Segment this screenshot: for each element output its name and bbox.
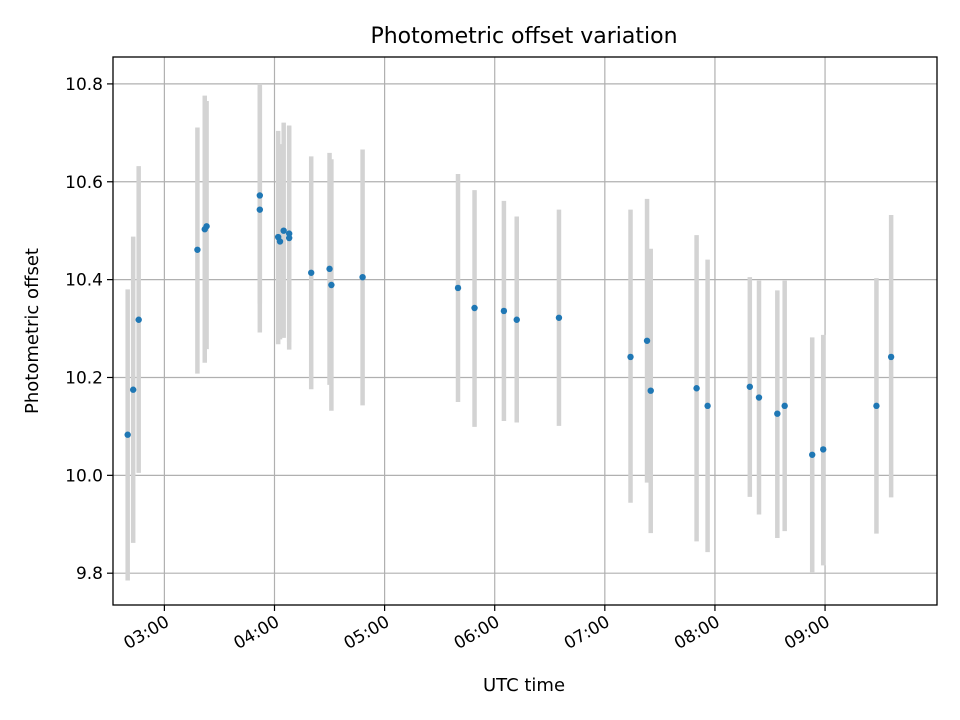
y-tick-label: 10.4: [65, 271, 103, 291]
data-point: [809, 451, 816, 458]
data-point: [774, 410, 781, 417]
data-point: [746, 383, 754, 390]
y-tick-label: 10.2: [65, 368, 103, 388]
data-point: [285, 230, 293, 237]
data-point: [256, 206, 264, 213]
data-point: [328, 281, 335, 289]
data-point: [194, 246, 201, 253]
data-point: [471, 304, 478, 312]
y-tick-label: 10.8: [65, 75, 103, 95]
data-point: [124, 431, 131, 438]
data-point: [308, 269, 315, 276]
data-point: [203, 223, 210, 230]
y-axis-ticks: 9.8 10.0 10.2 10.4 10.6 10.8: [65, 75, 113, 584]
data-point: [513, 316, 520, 323]
data-point: [454, 284, 462, 292]
data-point: [887, 353, 895, 361]
data-point: [704, 402, 711, 410]
data-point: [326, 265, 333, 273]
data-point: [285, 234, 293, 242]
data-point: [135, 316, 142, 323]
data-point: [693, 385, 700, 392]
data-point: [359, 273, 366, 281]
data-point: [781, 402, 788, 410]
data-point: [129, 386, 137, 393]
y-tick-label: 10.0: [65, 466, 103, 486]
data-point: [555, 314, 563, 321]
data-point: [500, 307, 508, 315]
data-point: [820, 446, 827, 453]
gridlines: [113, 57, 937, 605]
chart-title: Photometric offset variation: [370, 24, 677, 49]
data-point: [755, 394, 763, 401]
data-point: [276, 238, 284, 245]
y-axis-label: Photometric offset: [22, 248, 43, 414]
plot-frame: [112, 56, 938, 606]
data-point: [873, 402, 880, 410]
y-tick-label: 9.8: [76, 564, 103, 584]
data-point: [627, 353, 634, 361]
data-point: [280, 227, 287, 234]
data-point: [647, 387, 654, 394]
data-point: [643, 337, 651, 344]
x-axis-label: UTC time: [483, 675, 565, 696]
y-tick-label: 10.6: [65, 173, 103, 193]
data-points: [124, 192, 895, 458]
data-point: [256, 192, 264, 199]
